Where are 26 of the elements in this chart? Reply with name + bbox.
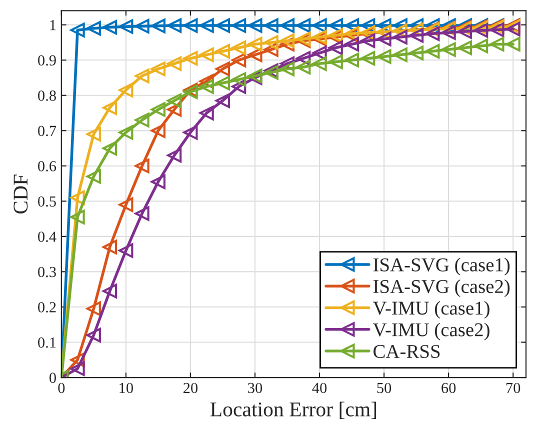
legend-label: V-IMU (case2): [372, 322, 490, 340]
y-tick-label: 0.8: [38, 90, 56, 101]
y-tick-label: 0.2: [38, 302, 56, 312]
x-tick-label: 40: [312, 382, 327, 394]
x-tick-label: 10: [120, 382, 133, 394]
x-tick-label: 30: [248, 382, 262, 394]
x-tick-label: 0: [58, 382, 65, 394]
y-tick-label: 1: [50, 20, 56, 30]
x-axis-title: Location Error [cm]: [210, 402, 376, 420]
legend-label: ISA-SVG (case2): [373, 279, 510, 298]
y-tick-label: 0.5: [38, 196, 56, 207]
x-tick-label: 50: [377, 382, 392, 394]
y-tick-label: 0.7: [38, 126, 56, 136]
y-axis-title: CDF: [14, 174, 28, 214]
legend-label: ISA-SVG (case1): [373, 258, 510, 276]
y-tick-label: 0.6: [38, 161, 56, 172]
y-tick-label: 0.4: [38, 232, 56, 242]
y-tick-label: 0: [49, 372, 56, 383]
y-tick-label: 0.9: [38, 55, 56, 66]
x-tick-label: 20: [183, 382, 198, 394]
legend-label: CA-RSS: [374, 344, 440, 358]
x-tick-label: 70: [506, 382, 520, 394]
x-tick-label: 60: [442, 382, 456, 394]
legend-label: V-IMU (case1): [372, 301, 490, 319]
y-tick-label: 0.1: [38, 337, 56, 348]
y-tick-label: 0.3: [38, 266, 56, 278]
